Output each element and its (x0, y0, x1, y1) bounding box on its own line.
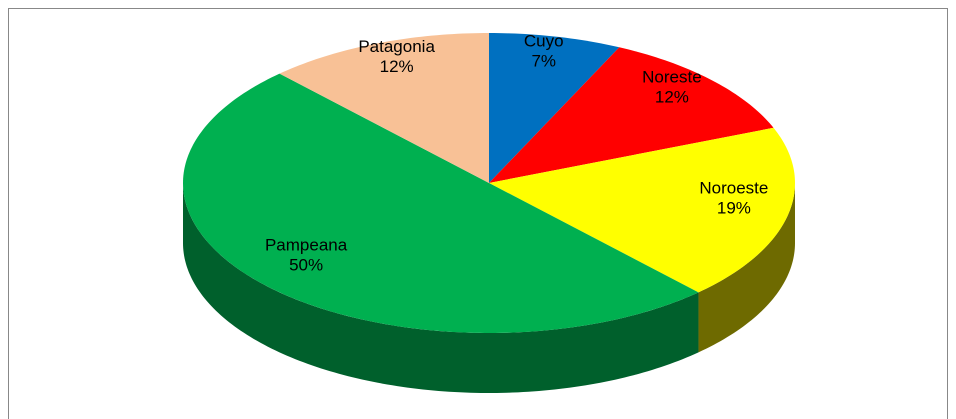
slice-label: Noreste (642, 67, 702, 86)
slice (489, 47, 774, 184)
slice-value-label: 7% (531, 51, 556, 70)
slice-value-label: 50% (289, 256, 323, 275)
slice-label: Patagonia (358, 37, 435, 56)
slice-side (698, 183, 795, 353)
slice-value-label: 19% (717, 198, 751, 217)
slice (489, 33, 620, 183)
slice-label: Cuyo (524, 31, 564, 50)
slice-value-label: 12% (380, 57, 414, 76)
slice (279, 33, 489, 183)
slice (183, 73, 699, 333)
slice-label: Pampeana (265, 236, 348, 255)
slice-label: Noroeste (699, 178, 768, 197)
slice-side (183, 183, 699, 393)
slice (489, 127, 795, 293)
slice-value-label: 12% (655, 87, 689, 106)
